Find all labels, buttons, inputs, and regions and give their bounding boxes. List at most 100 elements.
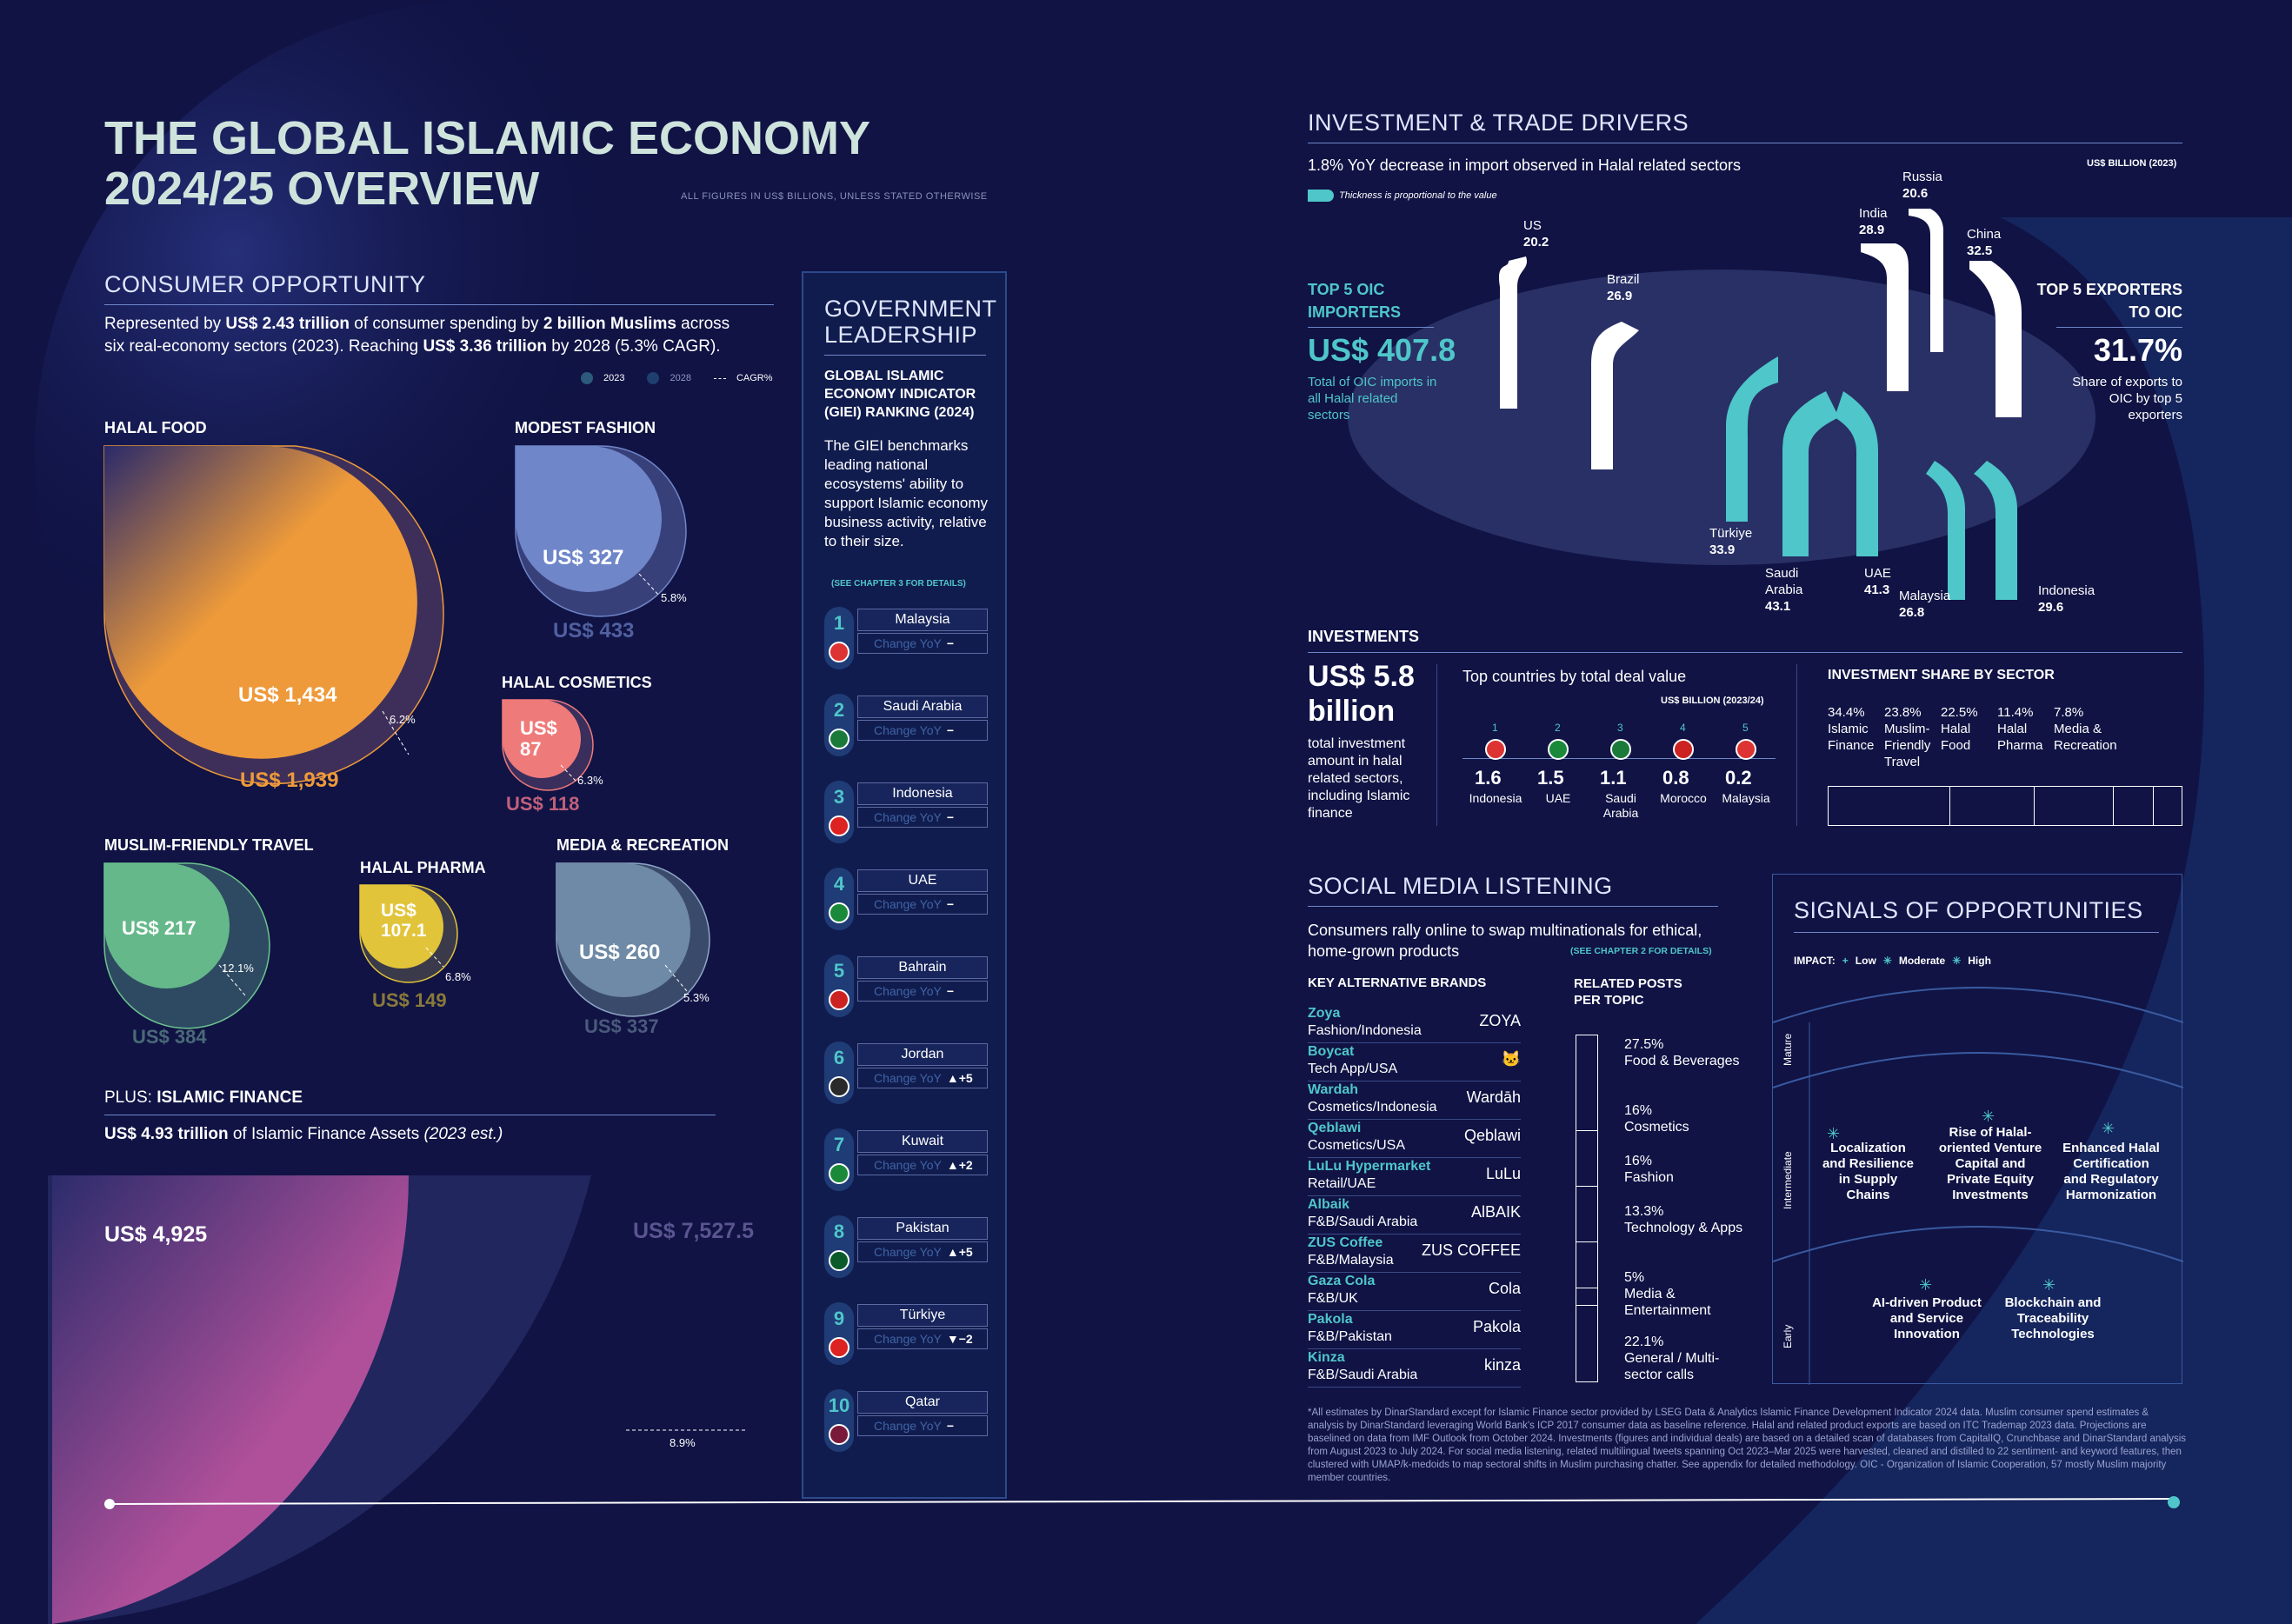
impact-low: Low: [1855, 955, 1876, 967]
brand-category: F&B/Saudi Arabia: [1308, 1368, 1418, 1382]
giei-rank-row: 9 Türkiye Change YoY ▼−2: [824, 1302, 989, 1365]
divider: [104, 304, 774, 305]
pharma-label: HALAL PHARMA: [360, 859, 486, 876]
topic-item: 16% Cosmetics: [1624, 1102, 1746, 1135]
share-pct: 34.4%: [1828, 705, 1865, 720]
exporter-label: Russia 20.6: [1902, 169, 1942, 202]
halal-food-cagr: 6.2%: [390, 713, 416, 726]
rank-number: 9: [824, 1302, 854, 1365]
change-yoy: Change YoY −: [857, 720, 988, 741]
units-note: ALL FIGURES IN US$ BILLIONS, UNLESS STAT…: [681, 191, 988, 202]
country-name: Saudi Arabia: [1602, 791, 1639, 820]
importer-value: 41.3: [1864, 582, 1890, 597]
brand-row: ZUS Coffee F&B/Malaysia ZUS COFFEE: [1308, 1235, 1521, 1273]
exporters-value: 31.7%: [2093, 332, 2182, 368]
topic-label: Food & Beverages: [1624, 1054, 1740, 1068]
signals-panel: SIGNALS OF OPPORTUNITIES IMPACT: + Low ✳ M…: [1772, 874, 2183, 1385]
brand-category: F&B/Saudi Arabia: [1308, 1215, 1418, 1229]
country-name: Türkiye: [857, 1304, 988, 1327]
topic-item: 13.3% Technology & Apps: [1624, 1203, 1746, 1236]
share-label: Muslim-Friendly Travel: [1884, 722, 1931, 769]
brand-logo: 🐱: [1501, 1050, 1521, 1068]
brand-row: LuLu Hypermarket Retail/UAE LuLu: [1308, 1158, 1521, 1196]
topic-item: 5% Media & Entertainment: [1624, 1269, 1746, 1319]
brand-name: Kinza: [1308, 1350, 1345, 1365]
high-icon: ✳: [1952, 955, 1962, 967]
share-pct: 22.5%: [1941, 705, 1978, 720]
exporter-name: Russia: [1902, 170, 1942, 184]
divider: [824, 355, 986, 356]
flag-icon: [829, 1337, 850, 1358]
country-name: Pakistan: [857, 1217, 988, 1240]
giei-rank-row: 5 Bahrain Change YoY −: [824, 955, 989, 1017]
importer-label: Indonesia 29.6: [2038, 582, 2116, 616]
share-label: Halal Food: [1941, 722, 1971, 753]
change-value: ▲+5: [946, 1071, 973, 1085]
change-value: −: [946, 1419, 955, 1433]
share-segment-divider: [2153, 787, 2154, 825]
brand-row: Gaza Cola F&B/UK Cola: [1308, 1273, 1521, 1311]
giei-rank-row: 8 Pakistan Change YoY ▲+5: [824, 1215, 989, 1278]
brand-category: F&B/UK: [1308, 1291, 1358, 1306]
change-label: Change YoY: [874, 1419, 942, 1433]
rank-number: 2: [824, 694, 854, 756]
country-value: 1.6: [1475, 767, 1502, 789]
brand-logo: Pakola: [1472, 1318, 1521, 1335]
thickness-arrow-icon: [1308, 190, 1334, 202]
share-heading: INVESTMENT SHARE BY SECTOR: [1828, 668, 2055, 682]
impact-moderate: Moderate: [1898, 955, 1946, 967]
country-name: Bahrain: [857, 956, 988, 979]
country-value: 1.1: [1600, 767, 1627, 789]
impact-label: IMPACT:: [1794, 955, 1836, 967]
consumer-intro: Represented by US$ 2.43 trillion of cons…: [104, 315, 730, 356]
flag-icon: [829, 1163, 850, 1184]
importers-heading: TOP 5 OIC IMPORTERS: [1308, 281, 1402, 321]
country-name: Malaysia: [857, 609, 988, 631]
flag-icon: [1485, 739, 1506, 760]
country-rank: 5: [1742, 722, 1749, 734]
giei-rank-row: 3 Indonesia Change YoY −: [824, 781, 989, 843]
cosmetics-2028-value: US$ 118: [506, 793, 580, 815]
pharma-2023-value: US$ 107.1: [381, 901, 427, 941]
topic-pct: 13.3%: [1624, 1204, 1664, 1219]
giei-rank-row: 2 Saudi Arabia Change YoY −: [824, 694, 989, 756]
topic-pct: 22.1%: [1624, 1334, 1664, 1349]
giei-desc: The GIEI benchmarks leading national eco…: [824, 437, 989, 549]
brand-name: Wardah: [1308, 1082, 1359, 1097]
importer-label: Malaysia 26.8: [1899, 588, 1977, 621]
divider: [1308, 652, 2182, 653]
topic-item: 27.5% Food & Beverages: [1624, 1036, 1746, 1069]
brand-row: Wardah Cosmetics/Indonesia Wardāh: [1308, 1082, 1521, 1120]
title-line-1: THE GLOBAL ISLAMIC ECONOMY: [104, 112, 871, 164]
legend-2028-swatch: [647, 372, 660, 384]
thickness-note: Thickness is proportional to the value: [1339, 190, 1497, 201]
social-see-chapter: (SEE CHAPTER 2 FOR DETAILS): [1570, 946, 1712, 956]
country-name: Indonesia: [1469, 791, 1522, 805]
consumer-heading: CONSUMER OPPORTUNITY: [104, 271, 426, 297]
investments-total: US$ 5.8 billion: [1308, 660, 1415, 728]
change-label: Change YoY: [874, 1332, 942, 1346]
pharma-2028-value: US$ 149: [372, 989, 447, 1011]
brand-row: Pakola F&B/Pakistan Pakola: [1308, 1311, 1521, 1349]
change-label: Change YoY: [874, 810, 942, 824]
giei-subheading: GLOBAL ISLAMIC ECONOMY INDICATOR (GIEI) …: [824, 369, 976, 420]
brand-logo: ZOYA: [1479, 1012, 1521, 1029]
topic-label: Technology & Apps: [1624, 1221, 1743, 1235]
divider: [2056, 327, 2182, 328]
finance-2023-value: US$ 4,925: [104, 1222, 208, 1247]
giei-rank-row: 10 Qatar Change YoY −: [824, 1389, 989, 1452]
brand-logo: Cola: [1488, 1280, 1521, 1297]
share-label: Halal Pharma: [1997, 722, 2043, 753]
brand-name: Gaza Cola: [1308, 1274, 1376, 1288]
importer-label: Türkiye 33.9: [1709, 525, 1788, 558]
sector-share: 23.8% Muslim-Friendly Travel: [1884, 704, 1945, 770]
exporter-label: China 32.5: [1967, 226, 2001, 259]
change-yoy: Change YoY ▲+5: [857, 1068, 988, 1088]
change-yoy: Change YoY −: [857, 894, 988, 915]
exporter-name: China: [1967, 227, 2002, 242]
signals-heading: SIGNALS OF OPPORTUNITIES: [1794, 897, 2143, 923]
change-label: Change YoY: [874, 1158, 942, 1172]
exporter-label: India 28.9: [1859, 205, 1888, 238]
country-value: 0.2: [1725, 767, 1752, 789]
giei-rank-row: 6 Jordan Change YoY ▲+5: [824, 1042, 989, 1104]
